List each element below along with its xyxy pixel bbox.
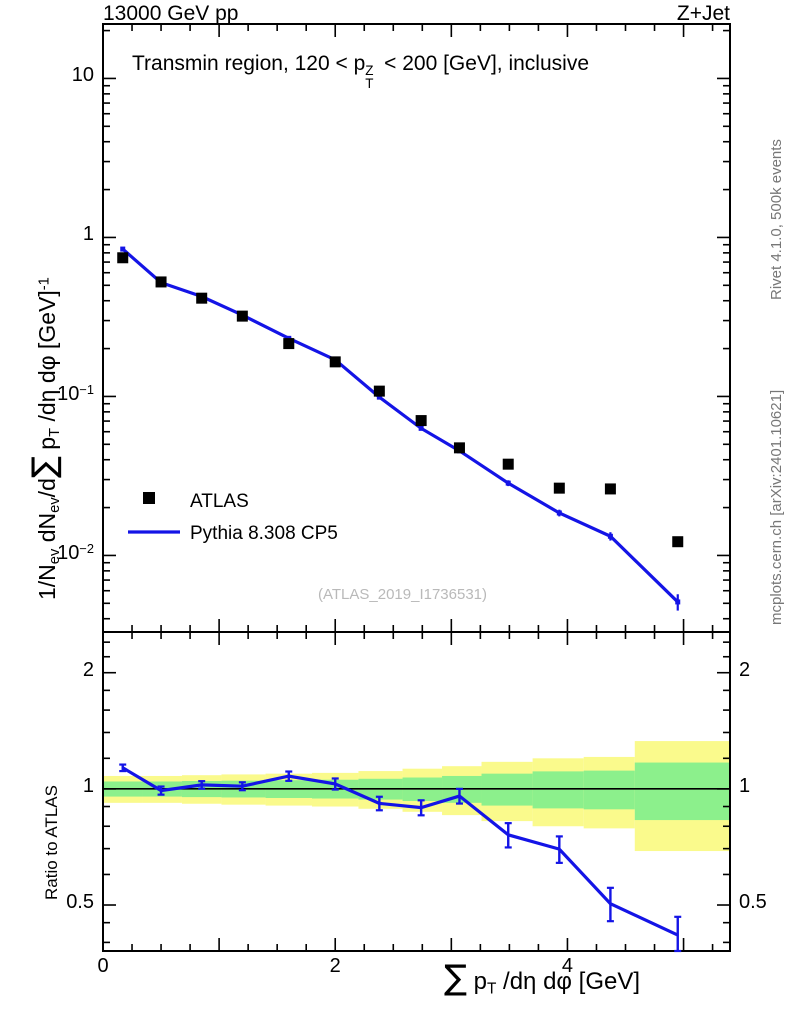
summation-icon-x: ∑ [444,958,467,998]
legend-label-atlas: ATLAS [190,491,249,512]
band-segment [634,762,730,821]
atlas-marker-main [502,458,514,470]
y-tick-label-main-3: 10−2 [57,541,94,565]
main-panel-frame [102,23,731,633]
y-tick-label-ratio-left-2: 0.5 [66,891,94,913]
pythia-point-main [675,599,681,605]
atlas-marker-main [236,310,248,322]
y-tick-label-main-1: 1 [82,223,94,246]
plot-title-subscript: T [365,75,374,91]
y-tick-label-ratio-right-1: 1 [739,774,751,797]
pythia-point-main [556,510,562,516]
atlas-marker-main [196,292,208,304]
atlas-marker-main [117,252,129,264]
analysis-watermark: (ATLAS_2019_I1736531) [318,586,488,603]
plot-title-a: Transmin region, 120 < p [132,52,366,75]
y-tick-label-ratio-left-0: 2 [82,658,94,681]
band-segment [583,770,635,810]
header-process: Z+Jet [676,2,730,25]
x-tick-label-1: 2 [329,955,341,977]
xlabel-sub-t: T [486,980,497,998]
series-atlas-main [117,252,684,548]
atlas-marker-main [604,483,616,495]
pythia-point-main [376,394,382,400]
atlas-marker-main [155,276,167,288]
panel-frames [102,23,731,952]
band-segment [532,771,584,809]
atlas-marker-main [283,338,295,350]
plot-title-b: < 200 [GeV], inclusive [378,52,589,75]
atlas-marker-main [453,442,465,454]
xlabel-part-a: p [466,968,487,995]
ratio-panel-frame [102,631,731,952]
y-tick-label-ratio-left-1: 1 [82,774,94,797]
y-tick-label-ratio-right-0: 2 [739,658,751,681]
atlas-marker-main [329,356,341,368]
pythia-point-main [120,246,126,252]
ratio-uncertainty-bands [103,741,730,852]
atlas-marker-main [373,385,385,397]
atlas-marker-main [672,536,684,548]
x-tick-label-0: 0 [97,955,109,977]
legend-glyphs[interactable] [128,492,180,534]
x-tick-label-2: 4 [561,955,573,977]
xlabel-part-b: /dη dφ [GeV] [496,968,641,995]
x-axis-label: ∑ pT /dη dφ [GeV] [444,961,641,998]
plot-title-superscript: Z [365,62,374,78]
y-tick-label-main-2: 10−1 [57,382,94,406]
atlas-marker-main [553,482,565,494]
pythia-point-main [505,480,511,486]
header-beam-energy: 13000 GeV pp [103,2,239,25]
y-tick-label-main-0: 10 [71,64,94,87]
pythia-point-main [418,425,424,431]
legend-marker-atlas[interactable] [143,492,155,504]
series-pythia-ratio [119,763,682,953]
atlas-marker-main [415,415,427,427]
y-tick-label-ratio-right-2: 0.5 [739,891,767,913]
axis-ticks [102,24,730,951]
legend-label-pythia: Pythia 8.308 CP5 [190,523,338,544]
pythia-point-main [607,533,613,539]
